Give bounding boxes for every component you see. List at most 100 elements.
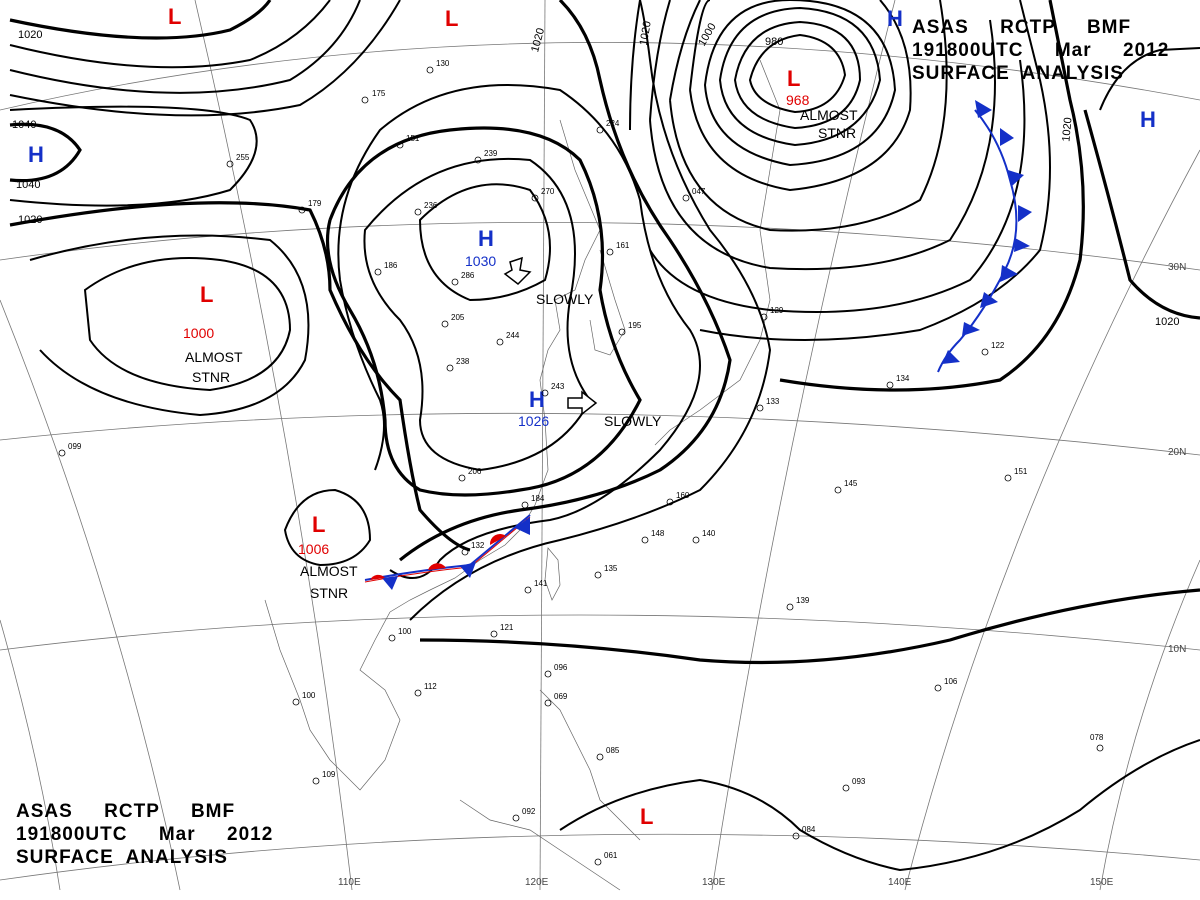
station-plot: 238 [446, 357, 470, 372]
isobar-1020-mid [9, 201, 471, 552]
low-system: L [445, 6, 458, 31]
station-plot: 161 [606, 241, 630, 256]
station-plot: 239 [474, 149, 498, 164]
movement-arrows [503, 256, 598, 416]
warm-front-semicircle [370, 574, 385, 580]
low-pressure-value: 1006 [298, 541, 329, 557]
isobar-labels: 1020 1040 1040 1020 1020 1020 980 1000 1… [12, 20, 1179, 328]
high-system: H 1026 SLOWLY [518, 387, 662, 429]
header-line-2: 191800UTC Mar 2012 [912, 40, 1170, 61]
movement-note: STNR [818, 125, 856, 141]
isobar-1036-west [9, 105, 258, 207]
header-line-1: ASAS RCTP BMF [912, 17, 1132, 38]
meridian-130e [711, 0, 896, 891]
cold-front-triangle [962, 322, 980, 336]
station-plot: 106 [934, 677, 958, 692]
station-value: 135 [604, 564, 618, 573]
cold-front-triangle [382, 576, 398, 590]
station-plot: 184 [521, 494, 545, 509]
isobar-label: 1020 [1155, 316, 1179, 328]
high-system: H [887, 6, 903, 31]
station-plot: 236 [414, 201, 438, 216]
meridian-100e [0, 299, 181, 891]
high-system: H 1030 SLOWLY [465, 226, 594, 307]
longitude-label: 110E [338, 877, 361, 888]
isobar-low-1008 [629, 0, 1026, 313]
movement-note: ALMOST [300, 563, 358, 579]
stationary-front-line-red [364, 516, 531, 583]
isobar-1010-low [559, 739, 1200, 872]
cold-front-triangle [1000, 128, 1014, 146]
station-plot: 078 [1090, 733, 1104, 752]
station-value: 132 [471, 541, 485, 550]
station-value: 186 [384, 261, 398, 270]
station-value: 238 [456, 357, 470, 366]
station-value: 161 [616, 241, 630, 250]
isobar-high-1024 [363, 157, 592, 472]
header-line-3: SURFACE ANALYSIS [16, 847, 228, 868]
station-value: 255 [236, 153, 250, 162]
station-plot: 130 [426, 59, 450, 74]
station-plot: 195 [618, 321, 642, 336]
isobar-1020-west [9, 0, 272, 40]
cold-front-triangle [1018, 205, 1032, 222]
station-plot: 175 [361, 89, 386, 104]
header-line-3: SURFACE ANALYSIS [912, 63, 1124, 84]
station-value: 047 [692, 187, 706, 196]
station-value: 139 [796, 596, 810, 605]
low-symbol: L [168, 4, 181, 29]
low-symbol: L [445, 6, 458, 31]
station-value: 109 [322, 770, 336, 779]
station-value: 130 [436, 59, 450, 68]
isobar-label: 1040 [16, 179, 40, 191]
movement-note: STNR [310, 585, 348, 601]
low-symbol: L [787, 66, 800, 91]
station-plot: 133 [756, 397, 780, 412]
parallel-20n [0, 412, 1200, 456]
station-value: 184 [531, 494, 545, 503]
isobar-1040-west-inner [9, 122, 82, 183]
station-plot: 205 [441, 313, 465, 328]
isobar-1016-east [779, 0, 1085, 392]
longitude-label: 140E [888, 877, 912, 888]
movement-note: ALMOST [185, 349, 243, 365]
station-plot: 134 [886, 374, 910, 389]
movement-note: STNR [192, 369, 230, 385]
station-plot: 135 [594, 564, 618, 579]
station-value: 151 [406, 134, 420, 143]
station-plot: 179 [298, 199, 322, 214]
station-value: 195 [628, 321, 642, 330]
longitude-label: 150E [1090, 877, 1114, 888]
isobar-low-992 [703, 0, 897, 167]
longitude-label: 120E [525, 877, 549, 888]
station-plot: 132 [461, 541, 485, 556]
station-plot: 148 [641, 529, 665, 544]
isobar-1032-west [9, 0, 401, 117]
low-symbol: L [640, 804, 653, 829]
high-symbol: H [887, 6, 903, 31]
high-system: H [28, 142, 44, 167]
station-plot: 047 [682, 187, 706, 202]
stationary-front-line [364, 514, 531, 581]
parallel-0 [0, 833, 1200, 881]
station-plot: 140 [692, 529, 716, 544]
movement-note: ALMOST [800, 107, 858, 123]
isobar-1016-ring [83, 257, 292, 392]
station-value: 286 [461, 271, 475, 280]
isobar-1008-equator [419, 588, 1200, 665]
cold-front-triangle [1008, 170, 1024, 186]
high-pressure-value: 1026 [518, 413, 549, 429]
station-value: 134 [896, 374, 910, 383]
station-value: 100 [398, 627, 412, 636]
coast-korea [589, 249, 626, 356]
header-line-1: ASAS RCTP BMF [16, 801, 236, 822]
station-value: 121 [500, 623, 514, 632]
station-value: 122 [991, 341, 1005, 350]
station-value: 175 [372, 89, 386, 98]
low-system: L 968 ALMOST STNR [786, 66, 858, 141]
station-value: 151 [1014, 467, 1028, 476]
station-plot: 084 [792, 825, 816, 840]
station-value: 069 [554, 692, 568, 701]
